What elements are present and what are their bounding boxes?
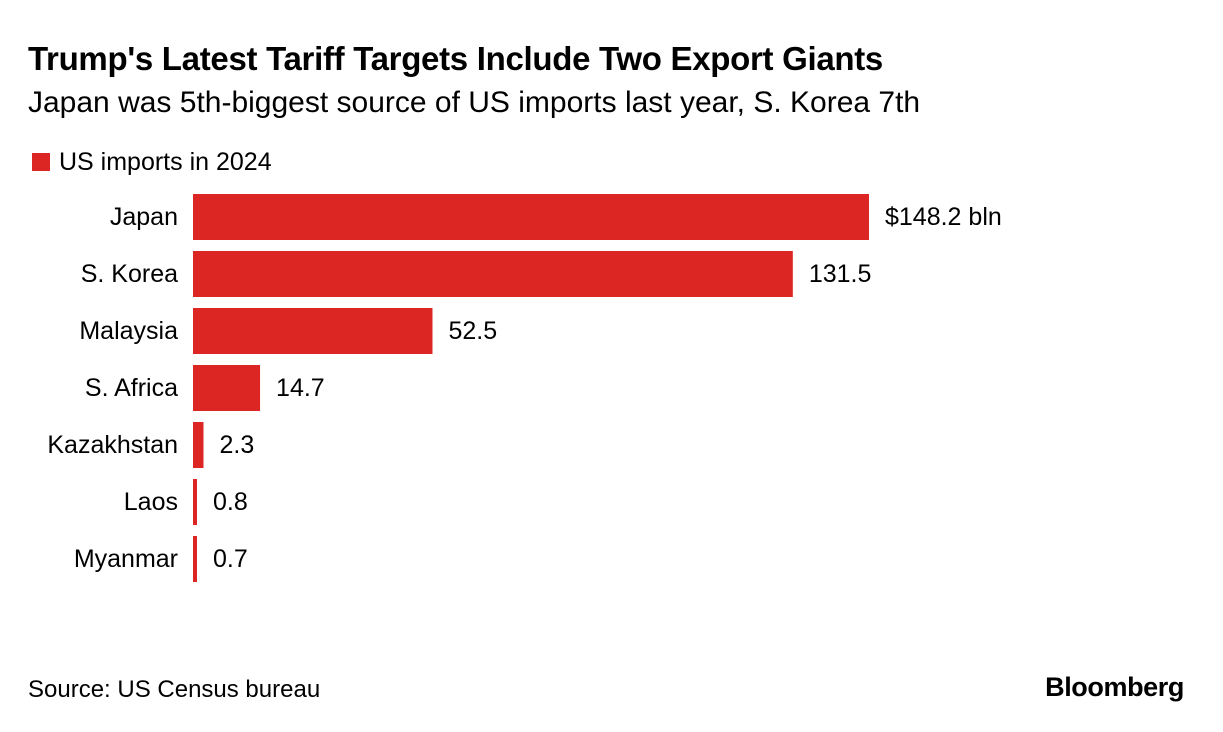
category-label: Malaysia (79, 317, 178, 345)
value-label: $148.2 bln (885, 203, 1002, 231)
legend-swatch (32, 153, 50, 171)
chart-title: Trump's Latest Tariff Targets Include Tw… (28, 40, 883, 77)
bar-laos (193, 479, 197, 525)
value-label: 52.5 (448, 317, 497, 345)
bar-s-africa (193, 365, 261, 411)
value-label: 14.7 (276, 374, 325, 402)
value-label: 2.3 (219, 431, 254, 459)
category-label: Laos (124, 488, 178, 516)
category-label: Myanmar (74, 545, 178, 573)
source-note: Source: US Census bureau (28, 676, 321, 703)
category-label: Japan (110, 203, 178, 231)
bar-kazakhstan (193, 422, 204, 468)
legend-label: US imports in 2024 (59, 147, 272, 176)
bar-s-korea (193, 251, 793, 297)
legend: US imports in 2024 (32, 146, 272, 178)
bloomberg-logo: Bloomberg (1045, 672, 1184, 702)
bar-japan (193, 194, 869, 240)
value-label: 0.7 (213, 545, 248, 573)
category-label: S. Africa (85, 374, 178, 402)
bar-malaysia (193, 308, 433, 354)
category-label: S. Korea (81, 260, 178, 288)
bar-myanmar (193, 536, 197, 582)
value-label: 131.5 (809, 260, 872, 288)
value-label: 0.8 (213, 488, 248, 516)
category-label: Kazakhstan (47, 431, 178, 459)
chart-subtitle: Japan was 5th-biggest source of US impor… (28, 86, 921, 119)
